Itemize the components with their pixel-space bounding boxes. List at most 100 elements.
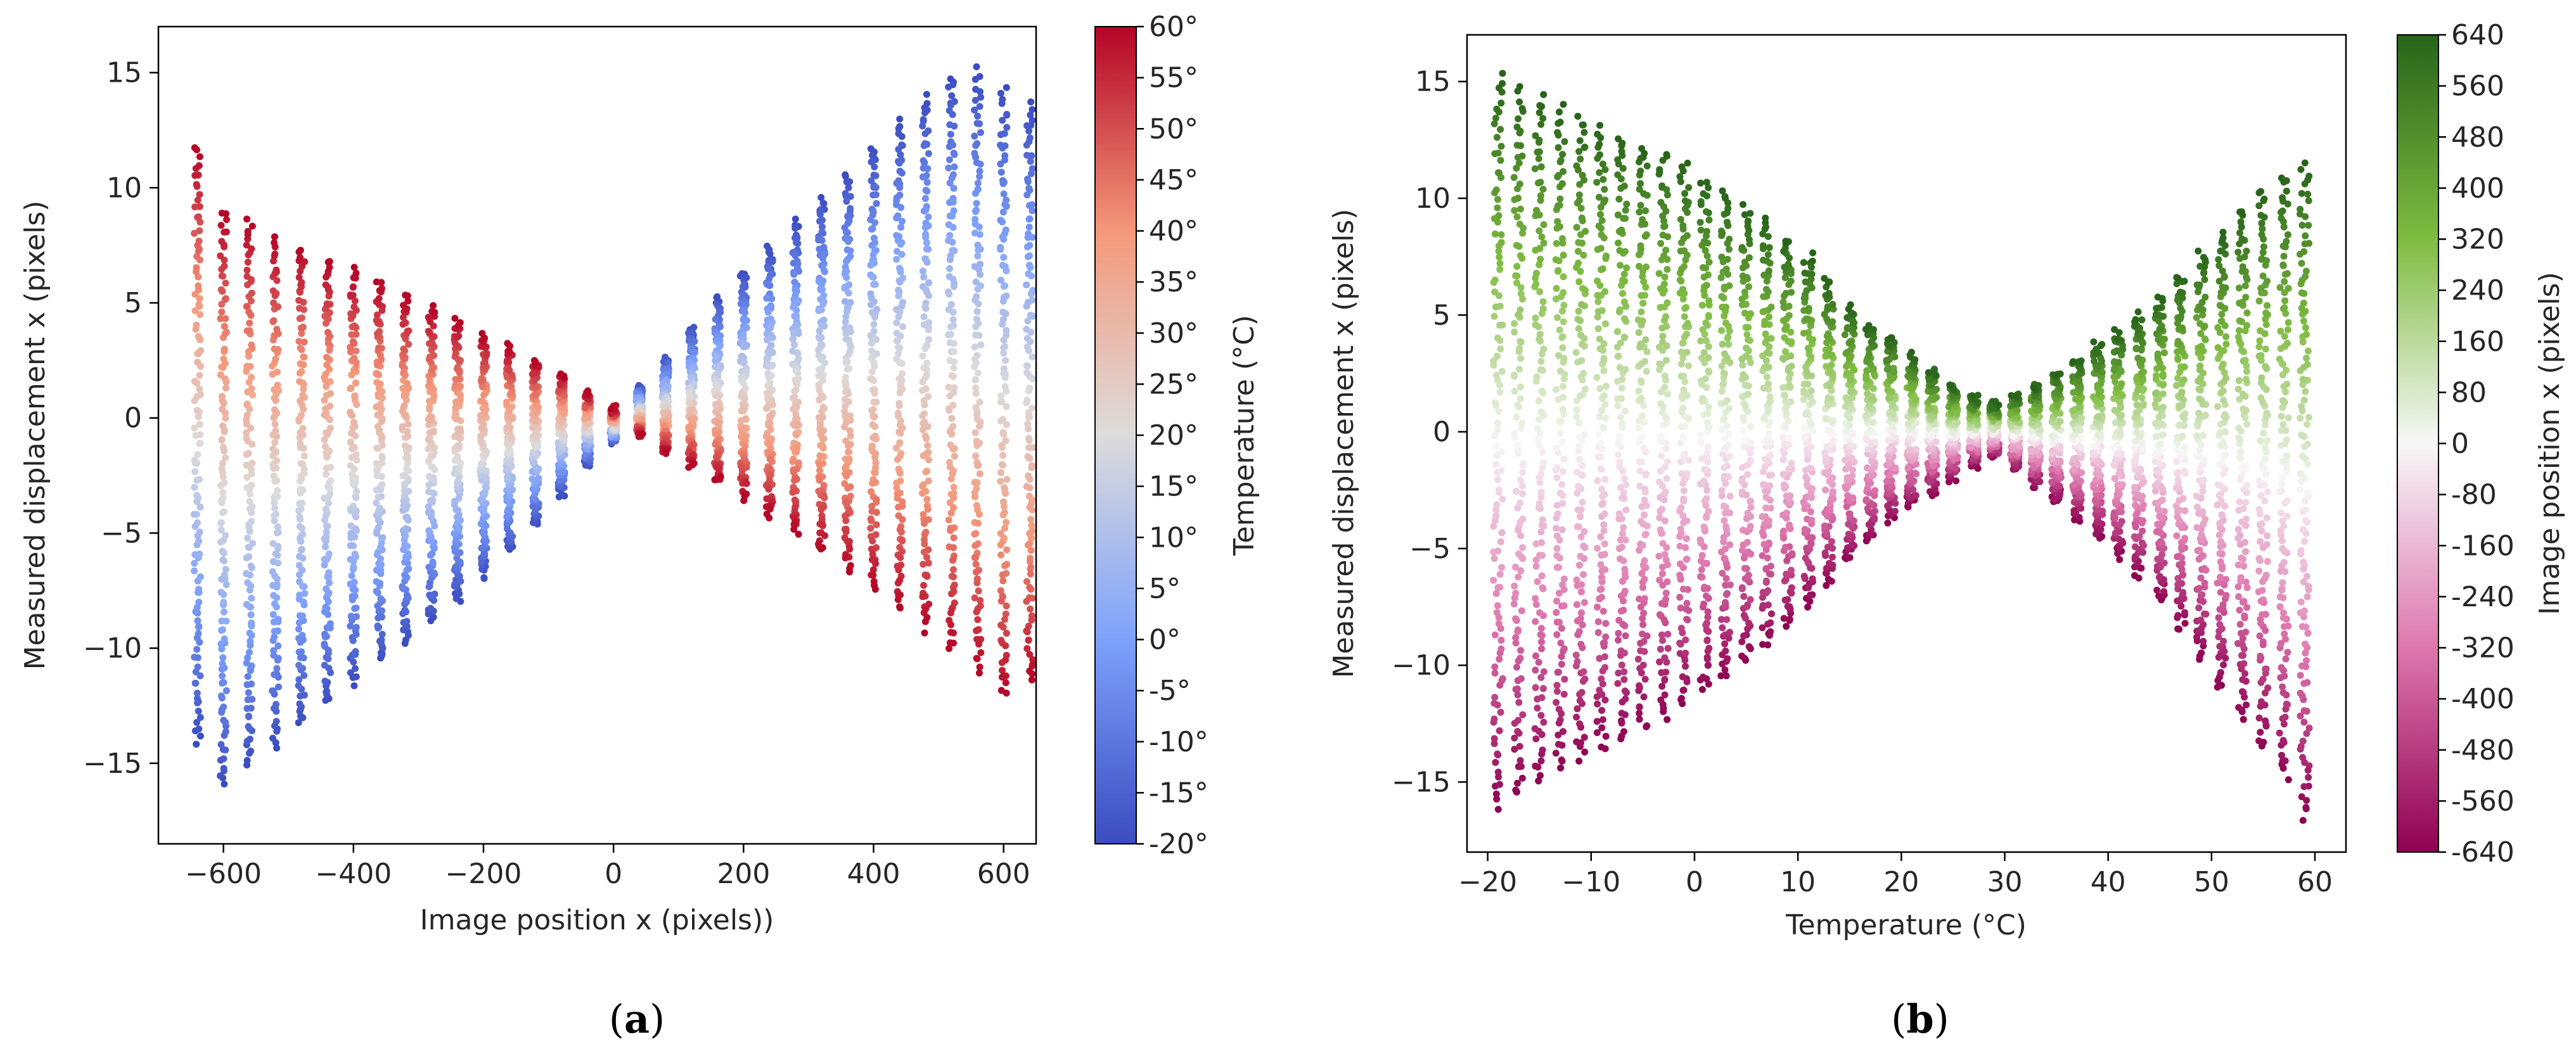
scatter-point bbox=[972, 561, 980, 568]
scatter-point bbox=[1641, 648, 1648, 655]
scatter-point bbox=[274, 487, 281, 494]
scatter-point bbox=[662, 403, 670, 411]
scatter-point bbox=[1532, 666, 1539, 674]
scatter-point bbox=[324, 329, 331, 336]
scatter-point bbox=[1597, 245, 1605, 252]
scatter-point bbox=[273, 665, 281, 672]
scatter-point bbox=[295, 296, 303, 304]
scatter-point bbox=[1515, 115, 1522, 122]
scatter-point bbox=[1496, 780, 1503, 788]
scatter-point bbox=[1555, 564, 1563, 571]
scatter-point bbox=[378, 432, 385, 440]
scatter-point bbox=[1518, 105, 1526, 112]
scatter-point bbox=[1515, 366, 1523, 373]
scatter-point bbox=[895, 504, 902, 511]
scatter-point bbox=[766, 514, 773, 522]
scatter-point bbox=[1495, 487, 1503, 494]
scatter-point bbox=[454, 333, 461, 341]
scatter-point bbox=[221, 296, 229, 303]
scatter-point bbox=[712, 315, 719, 323]
scatter-point bbox=[1561, 675, 1568, 683]
scatter-point bbox=[1496, 388, 1504, 396]
scatter-point bbox=[842, 359, 850, 366]
scatter-point bbox=[503, 398, 510, 406]
scatter-point bbox=[1027, 264, 1034, 271]
y-tick-label: 5 bbox=[124, 287, 142, 319]
scatter-point bbox=[1594, 545, 1601, 552]
scatter-point bbox=[1531, 165, 1539, 172]
scatter-point bbox=[1518, 152, 1526, 160]
scatter-point bbox=[1538, 694, 1546, 701]
scatter-point bbox=[352, 269, 360, 277]
scatter-point bbox=[217, 371, 224, 379]
scatter-point bbox=[323, 464, 330, 472]
scatter-point bbox=[326, 390, 334, 397]
scatter-point bbox=[1638, 433, 1646, 441]
scatter-point bbox=[191, 378, 198, 385]
scatter-point bbox=[738, 407, 745, 415]
scatter-point bbox=[1615, 510, 1623, 518]
scatter-point bbox=[403, 618, 411, 625]
colorbar-tick-label: 5° bbox=[1149, 573, 1181, 605]
scatter-point bbox=[999, 180, 1007, 188]
scatter-point bbox=[1515, 550, 1522, 557]
scatter-point bbox=[1003, 476, 1011, 483]
scatter-point bbox=[274, 368, 281, 376]
scatter-point bbox=[1510, 174, 1518, 181]
scatter-point bbox=[791, 341, 798, 348]
scatter-point bbox=[1573, 713, 1580, 721]
scatter-point bbox=[429, 463, 437, 471]
scatter-point bbox=[742, 480, 750, 487]
scatter-point bbox=[402, 532, 409, 540]
scatter-point bbox=[555, 387, 563, 394]
scatter-point bbox=[480, 575, 488, 582]
scatter-point bbox=[220, 679, 227, 686]
scatter-point bbox=[1003, 546, 1011, 554]
scatter-point bbox=[404, 379, 411, 387]
scatter-point bbox=[1559, 468, 1567, 475]
scatter-point bbox=[1597, 211, 1604, 218]
scatter-point bbox=[1638, 458, 1645, 466]
scatter-point bbox=[1538, 233, 1546, 241]
scatter-point bbox=[973, 442, 981, 449]
panel-a-colorbar bbox=[1094, 26, 1137, 844]
scatter-point bbox=[973, 200, 980, 207]
scatter-point bbox=[843, 473, 850, 480]
scatter-point bbox=[1002, 656, 1009, 664]
scatter-point bbox=[269, 445, 277, 452]
scatter-point bbox=[377, 595, 385, 602]
scatter-point bbox=[1622, 695, 1629, 703]
scatter-point bbox=[402, 608, 409, 616]
colorbar-tick-label: -20° bbox=[1149, 828, 1208, 860]
scatter-point bbox=[1513, 685, 1521, 692]
scatter-point bbox=[919, 173, 926, 181]
scatter-point bbox=[1618, 395, 1625, 402]
scatter-point bbox=[425, 436, 432, 443]
scatter-point bbox=[1000, 350, 1008, 357]
scatter-point bbox=[248, 341, 255, 349]
scatter-point bbox=[1494, 426, 1501, 433]
scatter-point bbox=[428, 592, 435, 599]
scatter-point bbox=[1026, 484, 1034, 492]
scatter-point bbox=[1494, 476, 1501, 483]
scatter-point bbox=[428, 340, 436, 347]
scatter-point bbox=[296, 578, 304, 585]
scatter-point bbox=[298, 545, 305, 553]
scatter-column bbox=[529, 357, 542, 528]
scatter-point bbox=[924, 506, 932, 513]
scatter-point bbox=[949, 309, 957, 316]
scatter-point bbox=[196, 191, 203, 198]
scatter-point bbox=[399, 362, 406, 369]
x-tick-label: −400 bbox=[315, 858, 392, 890]
scatter-point bbox=[974, 112, 982, 120]
scatter-point bbox=[790, 271, 798, 278]
scatter-point bbox=[1517, 252, 1524, 260]
scatter-point bbox=[1618, 710, 1625, 717]
scatter-point bbox=[1000, 503, 1008, 510]
scatter-point bbox=[971, 530, 978, 538]
scatter-point bbox=[1601, 186, 1608, 193]
scatter-point bbox=[1532, 762, 1539, 770]
scatter-point bbox=[951, 358, 958, 366]
scatter-point bbox=[194, 663, 202, 671]
